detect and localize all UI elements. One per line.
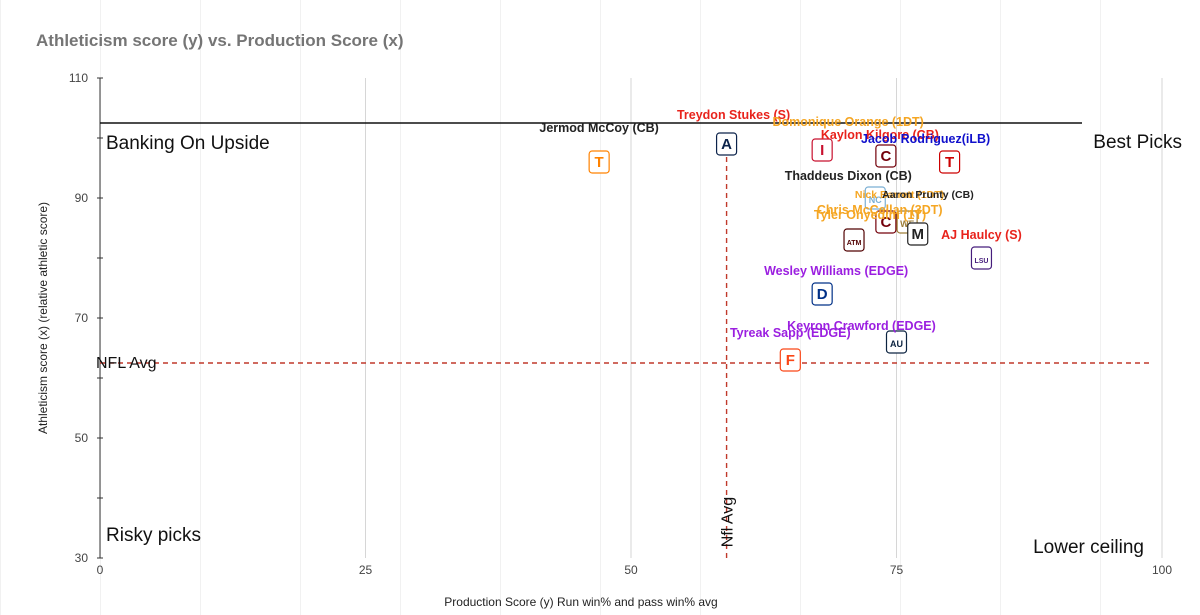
scatter-point-marker <box>875 210 897 234</box>
x-tick-label: 100 <box>1152 563 1172 577</box>
x-tick-label: 0 <box>97 563 104 577</box>
scatter-point-marker <box>885 330 908 354</box>
scatter-point-marker <box>970 246 993 270</box>
quadrant-label-bottom-left: Risky picks <box>106 525 201 546</box>
scatter-point-label: Chris McCellan (3DT) <box>817 203 943 217</box>
school-logo-glyph: NC <box>869 195 882 205</box>
x-tick-label: 25 <box>359 563 373 577</box>
scatter-point-logo: T <box>588 150 610 174</box>
y-tick-label: 90 <box>75 191 89 205</box>
school-logo-glyph: F <box>786 352 795 369</box>
school-logo-glyph: C <box>880 214 891 231</box>
scatter-point-label: Tyler Onyedim (1T) <box>814 208 926 222</box>
scatter-point-logo: C <box>875 210 897 234</box>
school-logo-glyph: A <box>721 136 732 153</box>
scatter-point-marker <box>864 186 886 210</box>
scatter-point-logo: C <box>875 144 897 168</box>
scatter-point-logo: T <box>938 150 961 174</box>
scatter-point-label: Domonique Orange (1DT) <box>772 115 923 129</box>
school-logo-glyph: C <box>880 148 891 165</box>
scatter-point-label: Kaylon Kilgore (CB) <box>821 128 939 142</box>
scatter-point-marker <box>715 132 738 156</box>
scatter-point-marker <box>779 348 801 372</box>
scatter-point-logo: F <box>779 348 801 372</box>
scatter-point-marker <box>811 138 833 162</box>
scatter-point-label: Jermod McCoy (CB) <box>539 121 658 135</box>
scatter-point-label: Treydon Stukes (S) <box>677 108 790 122</box>
nfl-avg-horizontal-label: NFL Avg <box>96 355 156 372</box>
school-logo-glyph: T <box>595 154 604 171</box>
school-logo-glyph: I <box>820 142 824 159</box>
y-tick-label: 70 <box>75 311 89 325</box>
school-logo-glyph: ATM <box>847 240 862 247</box>
scatter-point-marker <box>843 228 865 252</box>
nfl-avg-vertical-label: Nfl Avg <box>720 497 737 547</box>
quadrant-label-top-right: Best Picks <box>1093 132 1182 153</box>
y-tick-label: 30 <box>75 551 89 565</box>
scatter-point-label: Thaddeus Dixon (CB) <box>785 169 912 183</box>
scatter-point-logo: AU <box>885 330 908 354</box>
quadrant-label-bottom-right: Lower ceiling <box>1033 537 1144 558</box>
scatter-point-label: Jacob Rodriguez(iLB) <box>861 132 990 146</box>
scatter-point-marker <box>588 150 610 174</box>
scatter-point-marker <box>811 282 833 306</box>
scatter-point-label: Tyreak Sapp (EDGE) <box>730 326 851 340</box>
scatter-point-logo: I <box>811 138 833 162</box>
scatter-point-logo: D <box>811 282 833 306</box>
school-logo-glyph: WF <box>900 219 914 229</box>
y-tick-label: 50 <box>75 431 89 445</box>
scatter-point-label: Nick Barrett (1DT) <box>855 189 944 201</box>
x-tick-label: 50 <box>624 563 638 577</box>
school-logo-glyph: AU <box>890 339 903 349</box>
quadrant-label-top-left: Banking On Upside <box>106 133 270 154</box>
school-logo-glyph: T <box>945 154 954 171</box>
scatter-point-logo: ATM <box>843 228 865 252</box>
chart-title: Athleticism score (y) vs. Production Sco… <box>36 31 404 50</box>
scatter-point-logo: A <box>715 132 738 156</box>
school-logo-glyph: LSU <box>974 258 988 265</box>
scatter-point-label: Aaron Prunty (CB) <box>882 189 974 201</box>
x-tick-label: 75 <box>890 563 904 577</box>
scatter-point-marker <box>907 222 929 246</box>
y-axis-label: Athleticism score (x) (relative athletic… <box>36 202 50 434</box>
scatter-point-label: AJ Haulcy (S) <box>941 228 1022 242</box>
y-tick-label: 110 <box>69 71 88 85</box>
scatter-point-logo: NC <box>864 186 886 210</box>
scatter-point-logo: M <box>907 222 929 246</box>
scatter-point-label: Keyron Crawford (EDGE) <box>787 319 936 333</box>
scatter-point-logo: LSU <box>970 246 993 270</box>
school-logo-glyph: M <box>911 226 924 243</box>
scatter-point-marker <box>875 144 897 168</box>
scatter-point-marker <box>938 150 961 174</box>
x-axis-label: Production Score (y) Run win% and pass w… <box>444 595 717 609</box>
scatter-point-label: Wesley Williams (EDGE) <box>764 264 908 278</box>
school-logo-glyph: D <box>817 286 828 303</box>
